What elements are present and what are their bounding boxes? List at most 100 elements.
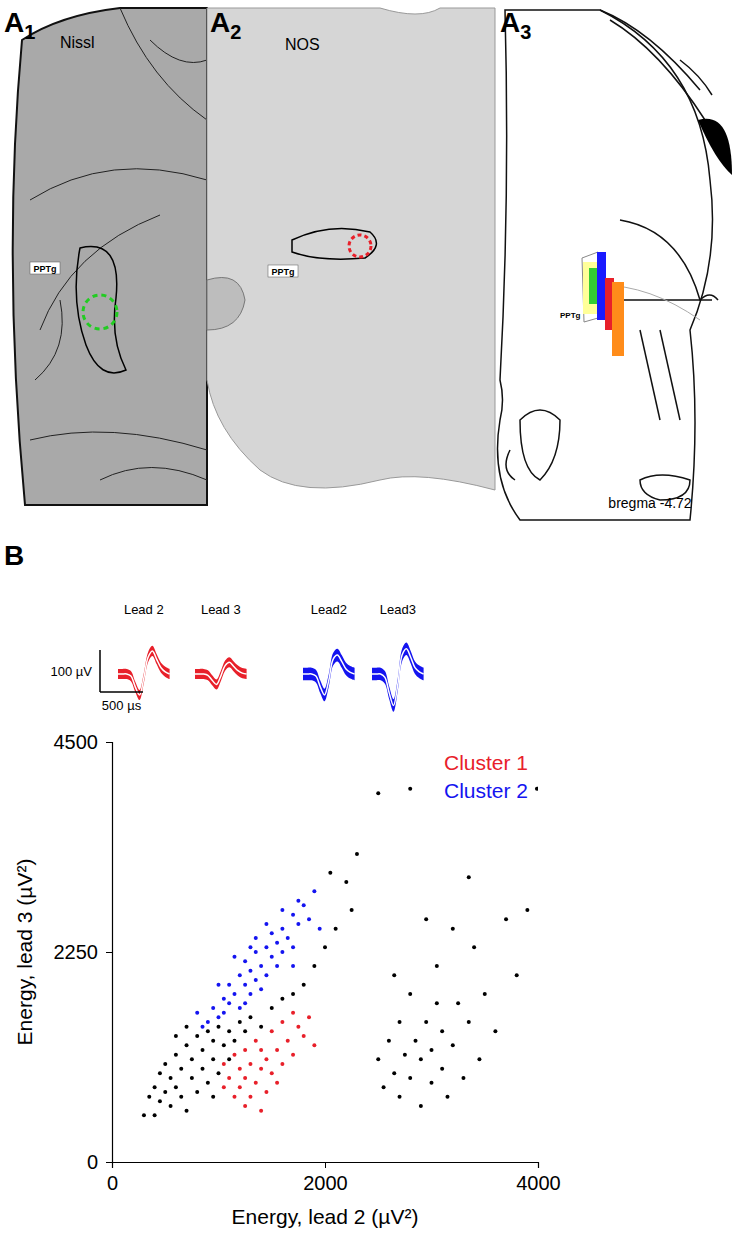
legend-entry: Cluster 2 <box>444 779 528 802</box>
point <box>248 1015 252 1019</box>
point <box>206 1020 210 1024</box>
point <box>248 945 252 949</box>
point <box>248 1095 252 1099</box>
atlas-outline <box>610 20 705 120</box>
point <box>232 992 236 996</box>
stain-label: NOS <box>285 36 320 53</box>
point <box>264 1090 268 1094</box>
scale-bar-label: 500 µs <box>102 698 142 713</box>
point <box>275 941 279 945</box>
point <box>350 908 354 912</box>
legend: Cluster 1Cluster 2 <box>444 751 528 802</box>
point <box>185 1025 189 1029</box>
y-axis-title: Energy, lead 3 (µV²) <box>13 859 36 1046</box>
panel-label-sub: 2 <box>230 21 241 43</box>
point <box>259 987 263 991</box>
point <box>232 955 236 959</box>
point <box>270 1029 274 1033</box>
point <box>291 1011 295 1015</box>
point <box>430 1048 434 1052</box>
point <box>190 1057 194 1061</box>
point <box>291 945 295 949</box>
point <box>408 992 412 996</box>
point <box>392 1071 396 1075</box>
point <box>286 1039 290 1043</box>
series <box>195 889 321 1028</box>
region-text: PPTg <box>560 311 581 320</box>
point <box>222 997 226 1001</box>
point <box>217 1071 221 1075</box>
recording-site <box>349 235 371 257</box>
point <box>232 1053 236 1057</box>
region-label-box <box>30 262 60 274</box>
point <box>158 1071 162 1075</box>
atlas-outline <box>620 220 712 300</box>
stain-label: Nissl <box>60 34 95 51</box>
lead-label: Lead2 <box>311 602 347 617</box>
electrode-track <box>612 282 624 356</box>
point <box>419 1057 423 1061</box>
point <box>238 1067 242 1071</box>
point <box>504 917 508 921</box>
point <box>201 1048 205 1052</box>
point <box>275 1081 279 1085</box>
point <box>392 973 396 977</box>
tick-mark <box>106 1162 112 1163</box>
point <box>445 1095 449 1099</box>
point <box>153 1085 157 1089</box>
point <box>302 1034 306 1038</box>
point <box>248 969 252 973</box>
point <box>467 1020 471 1024</box>
recording-site <box>83 295 117 329</box>
point <box>291 964 295 968</box>
point <box>451 927 455 931</box>
tick-mark <box>106 742 112 743</box>
point <box>259 1109 263 1113</box>
point <box>440 1067 444 1071</box>
tick-label: 4000 <box>516 1172 561 1194</box>
atlas-outline <box>506 450 515 480</box>
point <box>206 1081 210 1085</box>
point <box>238 1085 242 1089</box>
panel-label: A3 <box>500 7 531 43</box>
tick: 2250 <box>54 941 113 963</box>
point <box>334 927 338 931</box>
point <box>222 1011 226 1015</box>
histology-nos: NOS <box>207 8 495 490</box>
scale-bar-label: 100 µV <box>51 664 93 679</box>
point <box>163 1062 167 1066</box>
tick: 0 <box>87 1151 112 1173</box>
outline <box>100 468 207 481</box>
point <box>275 964 279 968</box>
lead-label: Lead 3 <box>201 602 241 617</box>
point <box>323 945 327 949</box>
waveform-mean <box>118 651 170 695</box>
point <box>318 927 322 931</box>
point <box>414 1039 418 1043</box>
point <box>243 1076 247 1080</box>
point <box>259 1067 263 1071</box>
point <box>312 1043 316 1047</box>
point <box>477 1057 481 1061</box>
point <box>312 964 316 968</box>
point <box>147 1095 151 1099</box>
point <box>259 964 263 968</box>
point <box>270 1006 274 1010</box>
point <box>227 1001 231 1005</box>
point <box>248 1062 252 1066</box>
point <box>419 1104 423 1108</box>
outline <box>35 300 62 380</box>
point <box>456 1001 460 1005</box>
point <box>243 1048 247 1052</box>
point <box>264 945 268 949</box>
atlas-outline <box>640 330 660 420</box>
point <box>174 1053 178 1057</box>
point <box>296 922 300 926</box>
waveform-band <box>372 642 424 711</box>
point <box>142 1113 146 1117</box>
point <box>179 1095 183 1099</box>
tick: 4000 <box>516 1162 561 1194</box>
point <box>280 1020 284 1024</box>
region-outline <box>292 228 376 259</box>
outline <box>120 8 207 120</box>
